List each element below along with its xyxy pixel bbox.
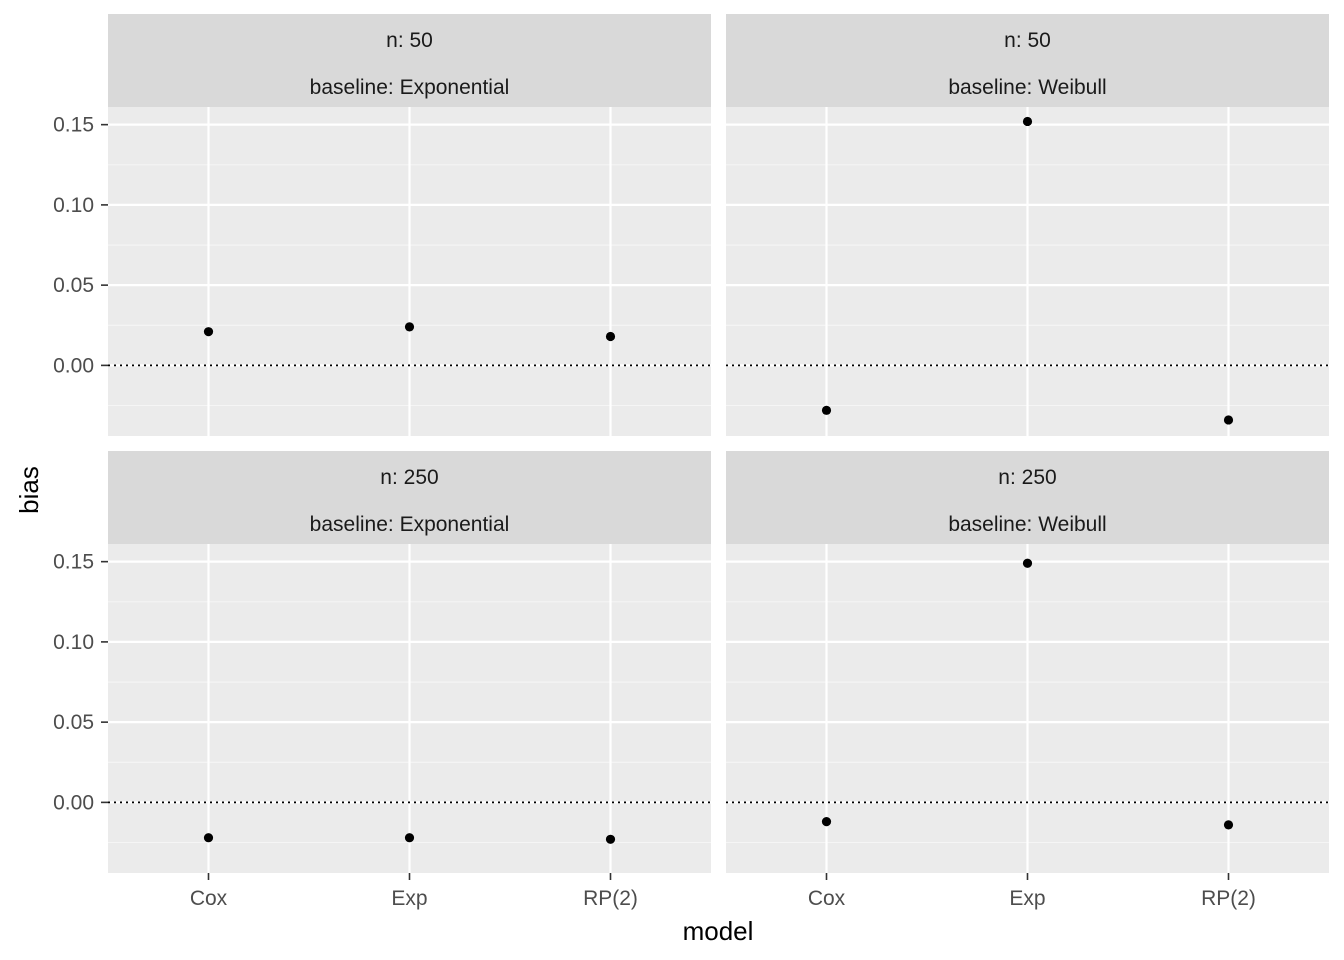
facet-strip-label: n: 250 [380, 466, 438, 489]
y-tick-label: 0.00 [53, 354, 94, 377]
data-point [605, 834, 616, 844]
y-axis-title: bias [14, 466, 44, 514]
x-axis-title: model [683, 916, 754, 946]
x-tick-label: RP(2) [1201, 887, 1256, 910]
facet-strip-label: baseline: Weibull [948, 513, 1106, 536]
x-tick-label: Cox [190, 887, 228, 910]
data-point [203, 833, 214, 843]
facet-strip [726, 451, 1329, 544]
y-tick-label: 0.10 [53, 194, 94, 217]
data-point [203, 327, 214, 337]
data-point [1022, 558, 1033, 568]
data-point [404, 833, 415, 843]
x-tick-label: Exp [391, 887, 427, 910]
data-point [605, 331, 616, 342]
facet-panels: n: 50 baseline: Exponential n: 50 baseline:… [108, 14, 1329, 873]
facet-panel-1: n: 50 baseline: Exponential [108, 14, 711, 436]
facet-panel-2: n: 50 baseline: Weibull [726, 14, 1329, 436]
x-tick-label: Cox [808, 887, 846, 910]
y-tick-label: 0.05 [53, 274, 94, 297]
facet-strip-label: n: 250 [998, 466, 1056, 489]
y-tick-label: 0.15 [53, 551, 94, 574]
data-point [1223, 820, 1234, 830]
y-tick-label: 0.10 [53, 631, 94, 654]
facet-panel-3: n: 250 baseline: Exponential [108, 451, 711, 873]
facet-strip-label: baseline: Exponential [310, 513, 510, 536]
y-tick-label: 0.15 [53, 114, 94, 137]
x-tick-label: Exp [1009, 887, 1045, 910]
shared-axes: 0.00 0.05 0.10 0.15 0.00 0.05 0.10 0.15 Cox Exp RP… [53, 114, 1256, 910]
y-tick-label: 0.05 [53, 711, 94, 734]
data-point [821, 817, 832, 827]
facet-strip-label: n: 50 [386, 29, 433, 52]
facet-strip [108, 14, 711, 107]
facet-strip-label: n: 50 [1004, 29, 1051, 52]
data-point [404, 322, 415, 332]
x-tick-label: RP(2) [583, 887, 638, 910]
data-point [1022, 116, 1033, 127]
data-point [821, 405, 832, 415]
facet-strip-label: baseline: Weibull [948, 76, 1106, 99]
facet-strip-label: baseline: Exponential [310, 76, 510, 99]
facet-strip [108, 451, 711, 544]
data-point [1223, 415, 1234, 425]
y-tick-label: 0.00 [53, 791, 94, 814]
facet-strip [726, 14, 1329, 107]
facet-panel-4: n: 250 baseline: Weibull [726, 451, 1329, 873]
